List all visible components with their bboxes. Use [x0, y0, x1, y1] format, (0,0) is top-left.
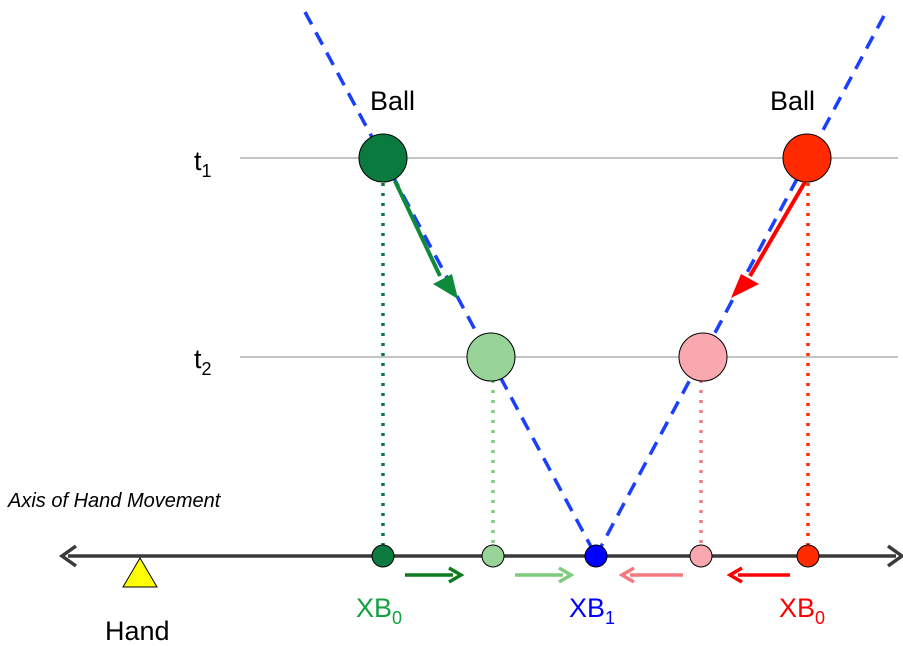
xb1-label: XB1 [569, 593, 615, 628]
t2-main: t [194, 344, 202, 374]
axis-point-red-xb0 [796, 544, 820, 568]
green-step-arrow-head [448, 566, 465, 584]
xb0-red-subscript: 0 [815, 608, 825, 628]
green-direction-arrow-head [433, 274, 458, 299]
red-ball-t2 [678, 332, 728, 382]
xb0-green-subscript: 0 [392, 608, 402, 628]
green-ball-t2 [466, 332, 516, 382]
xb1-main: XB [569, 593, 605, 623]
xb0-green-label: XB0 [356, 593, 402, 628]
red-direction-arrow-head [731, 274, 759, 298]
red-ball-t1 [782, 133, 832, 183]
green-direction-arrow-shaft [393, 180, 442, 277]
hand-icon [122, 557, 158, 588]
xb0-green-main: XB [356, 593, 392, 623]
hand-axis-right-arrowhead [886, 544, 903, 568]
axis-point-xb1 [584, 544, 608, 568]
axis-point-red-t2 [689, 544, 713, 568]
ball-label-left: Ball [370, 86, 415, 116]
axis-title: Axis of Hand Movement [7, 490, 222, 512]
t2-subscript: 2 [202, 359, 212, 379]
red-direction-arrow-shaft [748, 180, 807, 278]
xb0-red-label: XB0 [779, 593, 825, 628]
time-label-t2: t2 [194, 344, 212, 379]
green-ball-t1 [358, 133, 408, 183]
red-light-step-arrow-head [618, 566, 635, 584]
xb0-red-main: XB [779, 593, 815, 623]
green-light-step-arrow-head [558, 566, 575, 584]
axis-point-green-t2 [481, 544, 505, 568]
ball-label-right: Ball [770, 86, 815, 116]
xb1-subscript: 1 [605, 608, 615, 628]
axis-point-green-xb0 [371, 544, 395, 568]
time-label-t1: t1 [194, 146, 212, 181]
hand-label: Hand [105, 616, 170, 646]
hand-axis-left-arrowhead [58, 544, 78, 568]
t1-subscript: 1 [202, 161, 212, 181]
t1-main: t [194, 146, 202, 176]
red-step-arrow-head [726, 566, 743, 584]
